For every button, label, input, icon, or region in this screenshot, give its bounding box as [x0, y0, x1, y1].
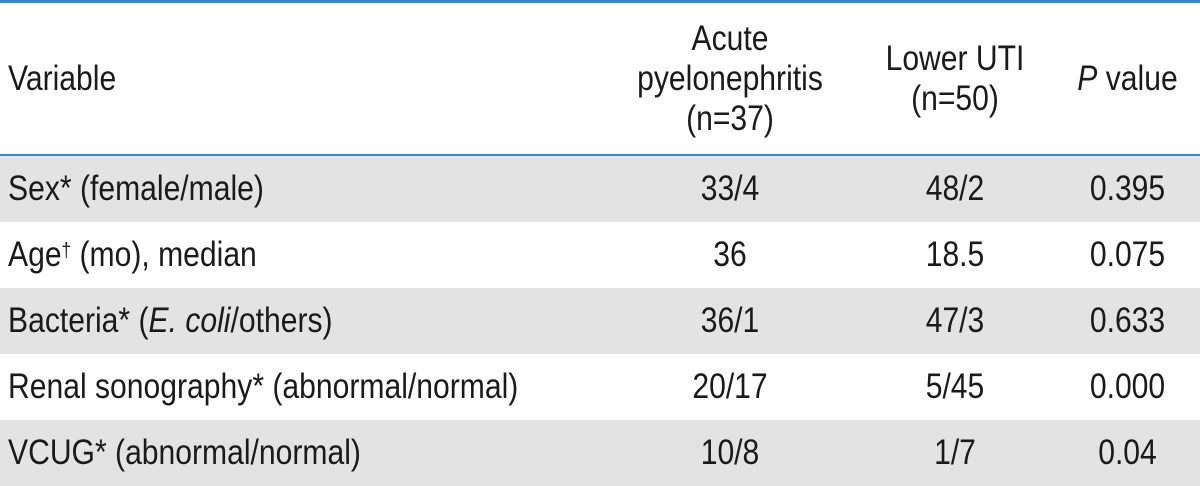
header-acute-line2: pyelonephritis [637, 58, 823, 98]
header-lower-line2: (n=50) [911, 78, 999, 118]
header-acute-line3: (n=37) [686, 98, 774, 138]
header-acute-pyelonephritis: Acute pyelonephritis (n=37) [618, 3, 842, 154]
cell-variable-post: /others) [230, 301, 333, 340]
cell-variable-pre: Age [8, 235, 62, 274]
header-variable: Variable [8, 3, 266, 154]
table-row: Age † (mo), median 36 18.5 0.075 [0, 222, 1200, 288]
cell-variable: VCUG* (abnormal/normal) [8, 433, 361, 472]
table-row: Bacteria* (E. coli/others) 36/1 47/3 0.6… [0, 288, 1200, 354]
header-lower-line1: Lower UTI [885, 38, 1025, 78]
cell-acute: 10/8 [700, 433, 760, 472]
table-row: Sex* (female/male) 33/4 48/2 0.395 [0, 156, 1200, 222]
cell-variable-pre: Bacteria* ( [8, 301, 149, 340]
header-p-value: P value [1065, 3, 1190, 154]
cell-acute: 36 [713, 235, 747, 274]
cell-lower: 18.5 [925, 235, 985, 274]
cell-p: 0.395 [1089, 169, 1166, 208]
header-p-italic: P [1077, 58, 1098, 98]
cell-variable: Age † (mo), median [8, 235, 257, 274]
cell-p: 0.633 [1089, 301, 1166, 340]
cell-variable: Bacteria* (E. coli/others) [8, 288, 515, 354]
cell-variable: Renal sonography* (abnormal/normal) [8, 367, 519, 406]
cell-lower: 1/7 [934, 433, 976, 472]
cell-variable-post: (mo), median [71, 235, 257, 274]
cell-p: 0.000 [1089, 367, 1166, 406]
cell-lower: 47/3 [925, 301, 985, 340]
cell-variable: Sex* (female/male) [8, 169, 264, 208]
cell-acute: 36/1 [700, 301, 760, 340]
table-row: VCUG* (abnormal/normal) 10/8 1/7 0.04 [0, 420, 1200, 486]
cell-acute: 33/4 [700, 169, 760, 208]
cell-p: 0.04 [1098, 433, 1157, 472]
cell-lower: 5/45 [925, 367, 985, 406]
header-p-rest: value [1097, 58, 1178, 98]
cell-variable-italic: E. coli [148, 301, 231, 340]
cell-acute: 20/17 [692, 367, 768, 406]
header-acute-line1: Acute [691, 18, 769, 58]
cell-lower: 48/2 [925, 169, 985, 208]
table-header: Variable Acute pyelonephritis (n=37) Low… [0, 3, 1200, 156]
cell-p: 0.075 [1089, 235, 1166, 274]
table-row: Renal sonography* (abnormal/normal) 20/1… [0, 354, 1200, 420]
header-lower-uti: Lower UTI (n=50) [873, 3, 1036, 154]
header-variable-label: Variable [8, 58, 117, 98]
